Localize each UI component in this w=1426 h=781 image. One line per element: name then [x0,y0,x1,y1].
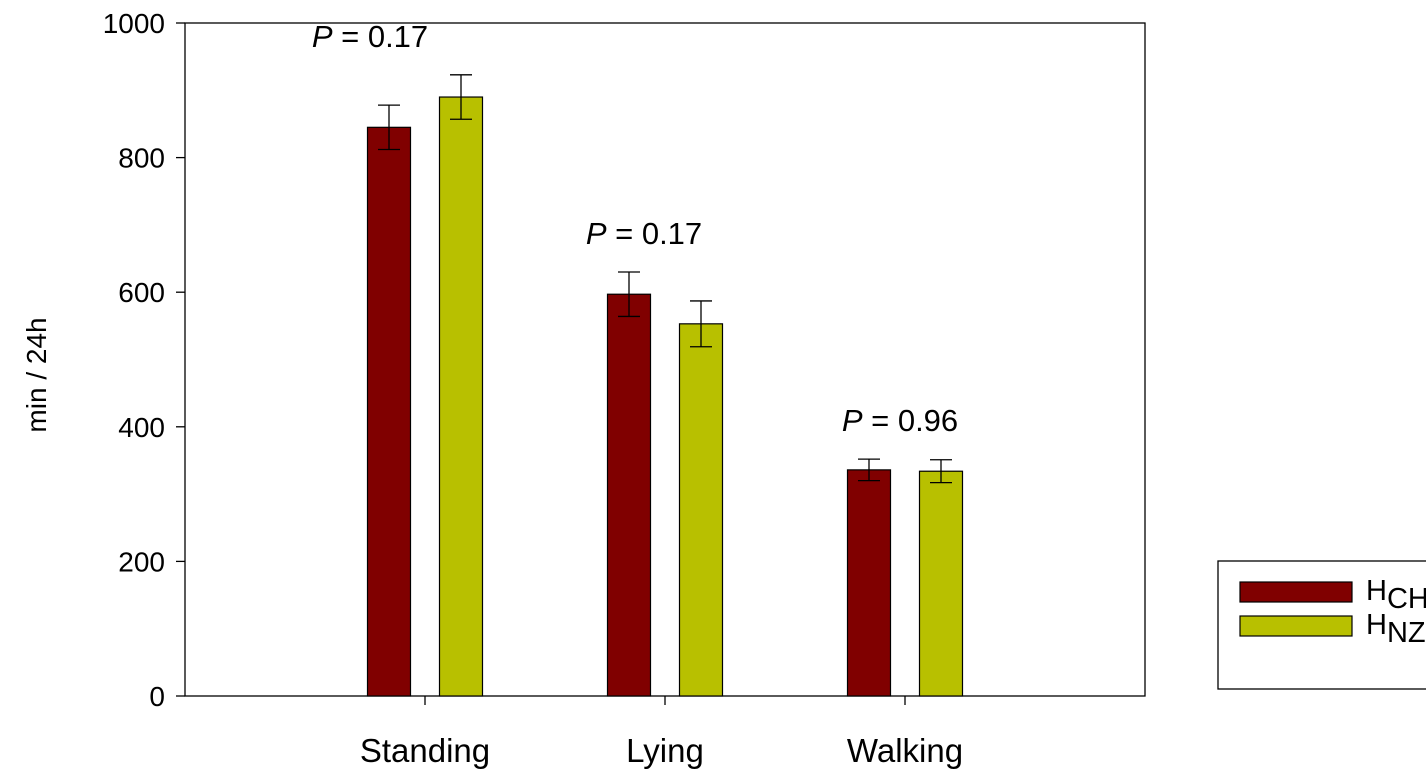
p-value-symbol: P [312,19,333,54]
y-axis-title: min / 24h [21,317,52,432]
bars [366,96,964,697]
bar-HNZ-walking [918,470,964,697]
bar-HCH-standing [366,126,412,697]
legend-label-HCH: HCH [1366,575,1426,615]
x-axis: Standing Lying Walking [360,696,963,769]
p-value-text: = 0.17 [607,216,703,251]
p-value-text: = 0.17 [333,19,429,54]
legend-label-main: H [1366,609,1387,641]
bar-HNZ-standing [438,96,484,697]
bar-HNZ-lying [678,323,724,697]
bar-HCH-walking [846,469,892,697]
legend-label-subscript: CH [1387,583,1426,615]
p-value-symbol: P [842,403,863,438]
y-axis: 0 200 400 600 800 1000 [103,8,185,712]
x-category-label: Walking [847,732,963,769]
plot-border [184,22,1146,697]
y-tick-label: 600 [118,277,165,308]
bar-HCH-lying [606,293,652,697]
legend-swatch-HCH [1239,581,1353,603]
y-tick-label: 400 [118,412,165,443]
p-value-label: P = 0.17 [586,216,702,251]
plot-area [184,22,1146,697]
p-value-symbol: P [586,216,607,251]
error-bars [378,74,952,484]
x-category-label: Lying [626,732,704,769]
y-tick-label: 1000 [103,8,165,39]
legend-label-subscript: NZ [1387,617,1426,649]
p-value-annotations: P = 0.17P = 0.17P = 0.96 [312,19,958,438]
p-value-label: P = 0.96 [842,403,958,438]
y-tick-label: 800 [118,143,165,174]
y-tick-label: 0 [149,681,165,712]
legend-label-HNZ: HNZ [1366,609,1426,649]
p-value-text: = 0.96 [863,403,959,438]
y-tick-label: 200 [118,546,165,577]
p-value-label: P = 0.17 [312,19,428,54]
legend-label-main: H [1366,575,1387,607]
x-category-label: Standing [360,732,490,769]
legend-swatch-HNZ [1239,615,1353,637]
